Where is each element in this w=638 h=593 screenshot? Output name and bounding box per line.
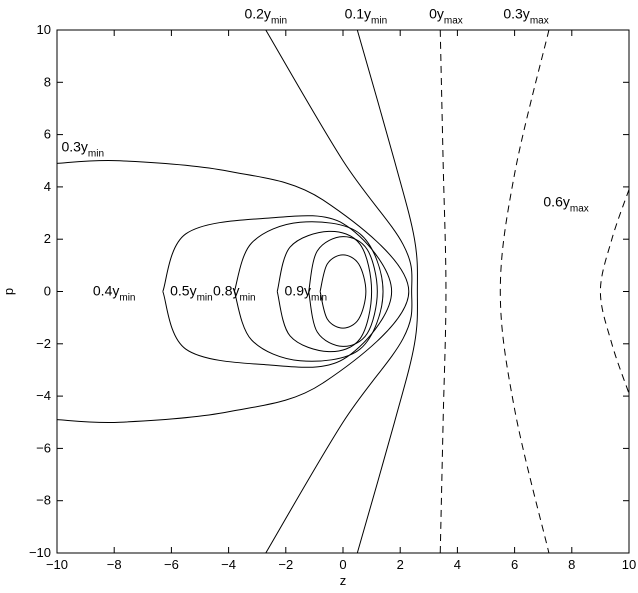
contour-line-0-7y-min [309, 237, 378, 347]
contour-label: 0.2ymin [244, 5, 287, 26]
y-tick-label: 0 [44, 284, 51, 299]
contour-label: 0ymax [429, 5, 463, 26]
x-tick-label: 2 [397, 557, 404, 572]
x-tick-label: −2 [278, 557, 293, 572]
contour-label: 0.9ymin [285, 283, 328, 304]
y-tick-label: −4 [36, 388, 51, 403]
y-tick-label: −10 [29, 545, 51, 560]
x-tick-label: 10 [622, 557, 636, 572]
contour-label: 0.8ymin [213, 283, 256, 304]
contour-line-0y-max [440, 30, 446, 553]
y-tick-label: −2 [36, 336, 51, 351]
contour-label: 0.6ymax [543, 194, 588, 215]
contour-label: 0.3ymin [61, 139, 104, 160]
contour-label: 0.5ymin [170, 283, 213, 304]
contour-label: 0.3ymax [503, 5, 548, 26]
y-tick-label: 2 [44, 231, 51, 246]
y-tick-label: 4 [44, 179, 51, 194]
x-tick-label: 6 [511, 557, 518, 572]
contour-label: 0.1ymin [345, 5, 388, 26]
x-tick-label: 4 [454, 557, 461, 572]
x-tick-label: 8 [568, 557, 575, 572]
x-axis-label: z [340, 573, 347, 588]
contour-label: 0.4ymin [93, 283, 136, 304]
x-tick-label: −8 [107, 557, 122, 572]
x-tick-label: −6 [164, 557, 179, 572]
plot-frame [57, 30, 629, 553]
y-axis-label: p [1, 288, 16, 295]
y-tick-label: −6 [36, 440, 51, 455]
y-tick-label: 8 [44, 74, 51, 89]
y-tick-label: 10 [37, 22, 51, 37]
contour-lines [57, 30, 629, 553]
contour-line-0-9y-min [320, 255, 366, 328]
y-tick-label: −8 [36, 493, 51, 508]
x-tick-label: −4 [221, 557, 236, 572]
x-tick-label: 0 [339, 557, 346, 572]
y-tick-label: 6 [44, 127, 51, 142]
contour-line-0-3y-max [500, 30, 549, 553]
plot-area-border [57, 30, 629, 553]
